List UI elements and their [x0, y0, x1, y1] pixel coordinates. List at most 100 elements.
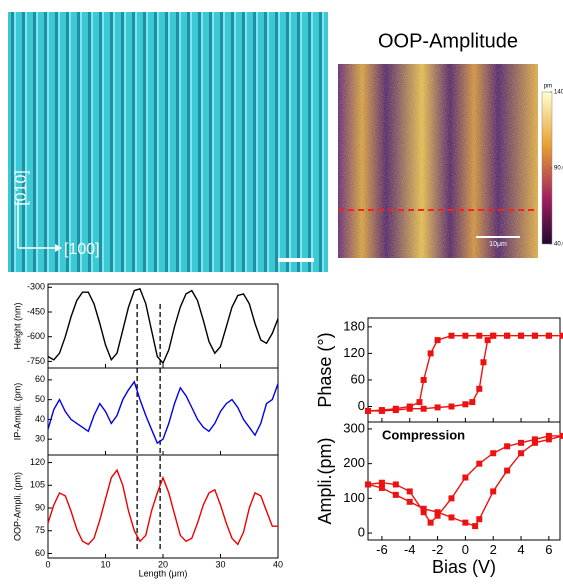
colorbar-tick-label: 140	[554, 90, 563, 96]
y-tick-label: 90	[35, 502, 45, 512]
y-tick-label: 105	[30, 480, 45, 490]
point-marker	[406, 498, 413, 505]
point-marker	[378, 479, 385, 486]
y-tick-label: -300	[27, 282, 45, 292]
x-axis-label: Length (μm)	[139, 569, 188, 579]
point-marker	[448, 495, 455, 502]
point-marker	[434, 337, 441, 344]
point-marker	[378, 484, 385, 491]
plot-frame	[47, 454, 279, 559]
x-tick-label: 6	[545, 542, 552, 557]
x-tick-label: 4	[517, 542, 524, 557]
series-line	[367, 435, 563, 527]
point-marker	[559, 432, 563, 439]
point-marker	[476, 385, 483, 392]
y-tick-label: 180	[343, 318, 365, 333]
series-line	[47, 468, 278, 546]
point-marker	[392, 481, 399, 488]
y-tick-label: -600	[27, 331, 45, 341]
y-tick-label: 300	[343, 420, 365, 435]
point-marker	[448, 403, 455, 410]
y-axis-label: OOP-Ampli. (pm)	[12, 472, 22, 541]
x-tick-label: 20	[158, 560, 168, 570]
point-marker	[484, 337, 491, 344]
point-marker	[462, 401, 469, 408]
x-tick-label: -6	[376, 542, 388, 557]
point-marker	[427, 519, 434, 526]
y-tick-label: -450	[27, 306, 45, 316]
point-marker	[406, 403, 413, 410]
x-tick-label: 30	[215, 560, 225, 570]
point-marker	[469, 399, 476, 406]
plot-frame	[47, 367, 279, 456]
point-marker	[490, 332, 497, 339]
colorbar-tick-label: 90.0	[554, 166, 563, 172]
point-marker	[406, 488, 413, 495]
point-marker	[392, 405, 399, 412]
point-marker	[434, 404, 441, 411]
x-tick-label: 0	[462, 542, 469, 557]
point-marker	[378, 407, 385, 414]
point-marker	[545, 436, 552, 443]
point-marker	[462, 332, 469, 339]
plot-frame	[367, 421, 561, 541]
point-marker	[427, 350, 434, 357]
series-line	[367, 335, 563, 412]
y-tick-label: 75	[35, 525, 45, 535]
y-tick-label: 60	[35, 548, 45, 558]
point-marker	[545, 432, 552, 439]
arrow-head	[55, 244, 62, 252]
series-line	[47, 380, 279, 445]
point-marker	[504, 332, 511, 339]
y-tick-label: 30	[35, 434, 45, 444]
colorbar-tick-label: 40.0	[554, 242, 563, 248]
y-tick-label: 0	[358, 398, 365, 413]
x-tick-label: 0	[45, 560, 50, 570]
series-line	[47, 288, 279, 365]
x-tick-label: 2	[490, 542, 497, 557]
point-marker	[416, 399, 423, 406]
annotation: Compression	[382, 427, 465, 442]
point-marker	[531, 439, 538, 446]
y-tick-label: 100	[343, 490, 365, 505]
point-marker	[531, 436, 538, 443]
point-marker	[365, 407, 371, 414]
scale-bar	[278, 258, 314, 262]
y-tick-label: 120	[343, 345, 365, 360]
y-axis-label: Phase (°)	[315, 332, 335, 407]
point-marker	[462, 474, 469, 481]
point-marker	[462, 519, 469, 526]
point-marker	[448, 332, 455, 339]
point-marker	[476, 460, 483, 467]
point-marker	[420, 505, 427, 512]
point-marker	[518, 332, 525, 339]
point-marker	[420, 405, 427, 412]
point-marker	[365, 481, 371, 488]
y-axis-label: Height (nm)	[12, 302, 22, 349]
scale-label: 10μm	[489, 241, 507, 248]
point-marker	[434, 509, 441, 516]
point-marker	[559, 332, 563, 339]
point-marker	[472, 523, 479, 530]
y-axis-label: Ampli.(pm)	[315, 437, 335, 524]
y-tick-label: 200	[343, 455, 365, 470]
y-tick-label: -750	[27, 356, 45, 366]
point-marker	[476, 332, 483, 339]
point-marker	[531, 332, 538, 339]
x-axis-label: Bias (V)	[432, 557, 496, 577]
point-marker	[480, 359, 487, 366]
y-tick-label: 40	[35, 414, 45, 424]
scale-bar	[476, 236, 520, 238]
y-tick-label: 50	[35, 394, 45, 404]
y-tick-label: 120	[30, 457, 45, 467]
point-marker	[504, 443, 511, 450]
point-marker	[518, 450, 525, 457]
optical-image	[8, 12, 328, 272]
panel-title: OOP-Amplitude	[378, 30, 518, 52]
x-tick-label: 10	[100, 560, 110, 570]
direction-label: [100]	[64, 241, 100, 258]
y-tick-label: 60	[351, 371, 365, 386]
plot-frame	[47, 283, 279, 369]
